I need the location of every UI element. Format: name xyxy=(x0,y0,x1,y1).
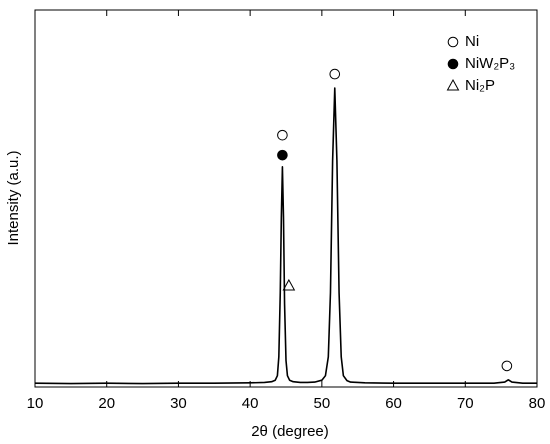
x-tick-label: 20 xyxy=(98,395,115,412)
phase-marker xyxy=(277,129,288,141)
phase-marker xyxy=(329,68,341,80)
legend-marker xyxy=(446,78,460,91)
phase-marker xyxy=(277,149,288,161)
y-axis-label: Intensity (a.u.) xyxy=(5,150,22,245)
legend-marker xyxy=(447,58,459,70)
phase-marker xyxy=(501,360,513,372)
legend-label: Ni xyxy=(465,33,479,50)
plot-frame xyxy=(34,9,538,388)
phase-marker xyxy=(282,278,296,291)
legend-label: NiW₂P₃ xyxy=(465,55,515,72)
x-tick-label: 60 xyxy=(385,395,402,412)
x-tick-label: 50 xyxy=(314,395,331,412)
x-tick-label: 10 xyxy=(27,395,44,412)
x-tick-label: 70 xyxy=(457,395,474,412)
legend-label: Ni₂P xyxy=(465,77,495,94)
xrd-line xyxy=(34,87,537,385)
x-tick-label: 40 xyxy=(242,395,259,412)
x-tick-label: 30 xyxy=(170,395,187,412)
x-axis-label: 2θ (degree) xyxy=(251,423,329,440)
x-tick-label: 80 xyxy=(529,395,546,412)
legend-marker xyxy=(447,36,459,48)
